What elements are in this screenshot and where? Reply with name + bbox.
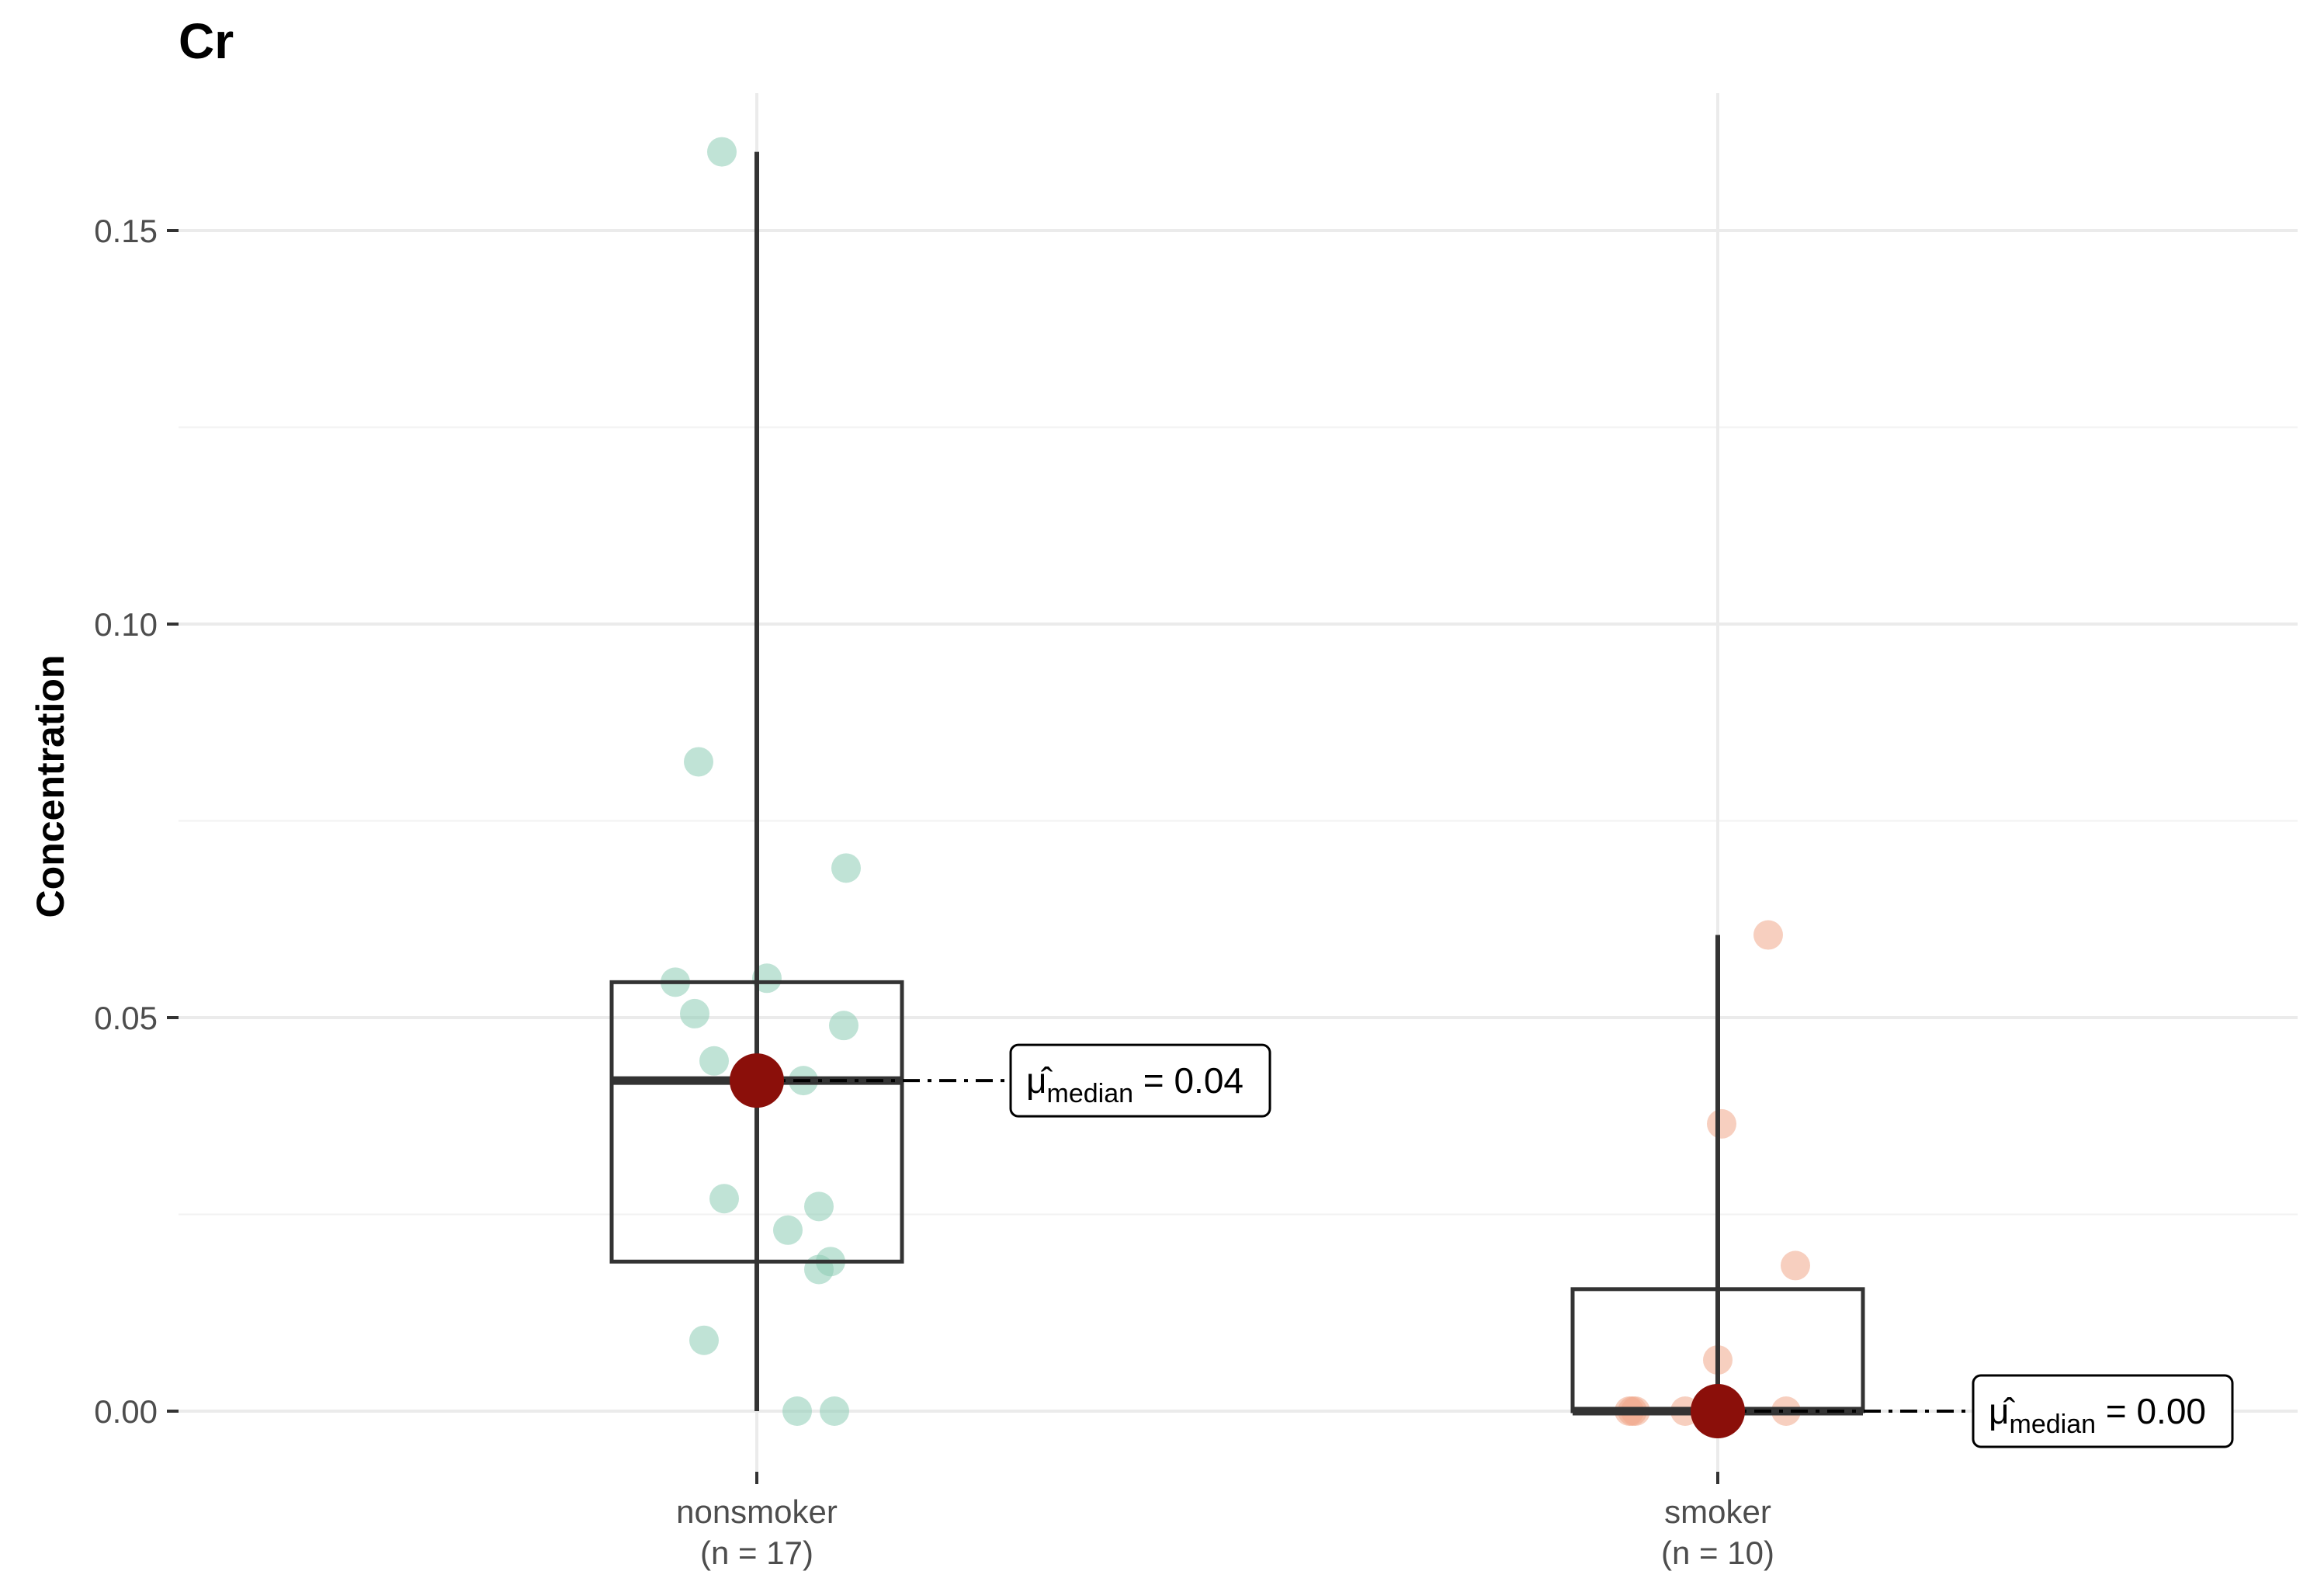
y-tick-label: 0.15 — [94, 213, 158, 249]
smoker-median-label-box — [1972, 1374, 2234, 1448]
nonsmoker-data-point — [684, 747, 713, 777]
plot-area: μ̂median = 0.04μ̂median = 0.00 — [609, 137, 2234, 1448]
nonsmoker-data-point — [707, 137, 737, 167]
nonsmoker-box — [609, 980, 904, 1264]
smoker-data-point — [1781, 1250, 1810, 1281]
nonsmoker-data-point — [699, 1046, 729, 1076]
smoker-data-point — [1707, 1108, 1736, 1139]
nonsmoker-data-point — [752, 963, 782, 994]
nonsmoker-data-point — [709, 1184, 739, 1214]
nonsmoker-data-point — [831, 853, 861, 883]
chart-title: Cr — [179, 13, 234, 69]
x-axis: nonsmoker (n = 17) smoker (n = 10) — [676, 1472, 1774, 1571]
nonsmoker-count-label: (n = 17) — [700, 1535, 813, 1571]
y-tick-label: 0.10 — [94, 606, 158, 643]
smoker-data-point — [1753, 920, 1783, 950]
smoker-median-point — [1691, 1384, 1745, 1438]
nonsmoker-data-point — [680, 998, 709, 1028]
gridlines — [179, 93, 2298, 1471]
nonsmoker-median-point — [730, 1053, 784, 1108]
smoker-category-label: smoker — [1664, 1493, 1771, 1530]
y-tick-label: 0.05 — [94, 1000, 158, 1036]
nonsmoker-category-label: nonsmoker — [676, 1493, 838, 1530]
nonsmoker-data-point — [804, 1254, 834, 1285]
nonsmoker-data-point — [689, 1325, 719, 1355]
nonsmoker-data-point — [773, 1215, 803, 1245]
nonsmoker-data-point — [820, 1396, 849, 1426]
smoker-median-label: μ̂median = 0.00 — [1989, 1391, 2206, 1439]
y-axis: 0.00 0.05 0.10 0.15 — [94, 213, 179, 1430]
nonsmoker-median-label-box — [1009, 1043, 1271, 1118]
y-axis-label: Concentration — [29, 655, 72, 918]
nonsmoker-data-point — [782, 1396, 812, 1426]
y-tick-label: 0.00 — [94, 1393, 158, 1430]
nonsmoker-data-point — [804, 1191, 834, 1222]
nonsmoker-data-point — [829, 1011, 858, 1041]
smoker-count-label: (n = 10) — [1661, 1535, 1774, 1571]
